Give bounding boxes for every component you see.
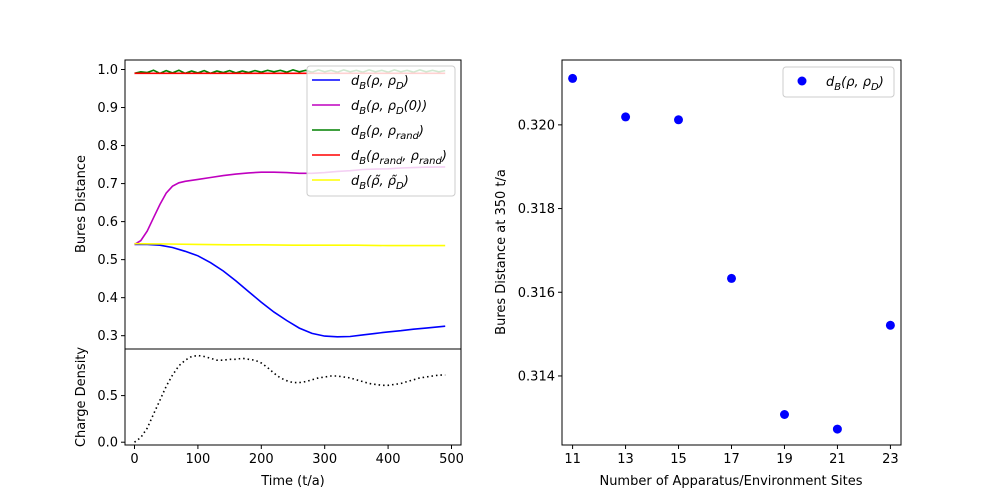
legend-label-dB(rho,rhoD): dB(ρ, ρD) <box>351 74 409 92</box>
y-tick-label: 0.5 <box>97 389 118 404</box>
legend-label-dB(rho,rhoD): dB(ρ, ρD) <box>826 75 884 93</box>
legend-swatch-dB(rho,rhoD) <box>797 76 807 86</box>
x-tick-label: 19 <box>776 452 793 467</box>
y-tick-label: 0.5 <box>97 253 118 268</box>
y-tick-label: 1.0 <box>97 63 118 78</box>
x-tick-label: 0 <box>130 452 138 467</box>
x-tick-label: 200 <box>249 452 274 467</box>
scatter-point <box>780 410 789 419</box>
y-tick-label: 0.314 <box>518 369 555 384</box>
scatter-point <box>568 73 578 83</box>
time-x-label: Time (t/a) <box>260 474 325 489</box>
sites-scatter-frame <box>561 59 902 446</box>
scatter-point <box>885 320 895 330</box>
y-tick-label: 0.318 <box>518 202 555 217</box>
charge-density-x-ticks: 0 100 200 300 400 500 <box>130 445 464 467</box>
sites-scatter-plot-area <box>568 73 895 434</box>
sites-scatter-y-ticks: 0.314 0.316 0.318 0.320 <box>518 118 562 384</box>
x-tick-label: 11 <box>564 452 581 467</box>
legend-box <box>782 66 895 98</box>
y-tick-label: 0.8 <box>97 139 118 154</box>
x-tick-label: 100 <box>185 452 210 467</box>
bures-distance-panel: 0.30.40.50.60.70.80.91.0 Bures Distance … <box>74 59 462 350</box>
scatter-point <box>832 424 842 434</box>
series-line-charge-density <box>134 354 446 443</box>
charge-density-panel: 0.0 0.5 0 100 200 300 400 500 Charge Density T… <box>74 347 464 489</box>
x-tick-label: 300 <box>312 452 337 467</box>
x-tick-label: 13 <box>617 452 634 467</box>
sites-scatter-panel: 0.314 0.316 0.318 0.320 11 13 15 17 19 21 23 Bure… <box>494 59 902 489</box>
charge-density-y-label: Charge Density <box>74 347 89 448</box>
series-line-dB(rhotilde,rhoDtilde) <box>134 242 446 247</box>
bures-distance-legend: dB(ρ, ρD) dB(ρ, ρD(0)) dB(ρ, ρrand) dB(ρran… <box>306 65 456 197</box>
legend-label-dB(rho,rhoD(0)): dB(ρ, ρD(0)) <box>351 99 427 117</box>
y-tick-label: 0.4 <box>97 291 118 306</box>
legend-label-dB(rhotilde,rhoDtilde): dB(ρ̃, ρ̃D) <box>351 174 409 192</box>
y-tick-label: 0.7 <box>97 177 118 192</box>
y-tick-label: 0.9 <box>97 101 118 116</box>
sites-scatter-x-ticks: 11 13 15 17 19 21 23 <box>564 445 899 467</box>
charge-density-y-ticks: 0.0 0.5 <box>97 389 125 451</box>
legend-label-dB(rho,rhorand): dB(ρ, ρrand) <box>351 124 424 142</box>
y-tick-label: 0.6 <box>97 215 118 230</box>
legend-label-dB(rhorand,rhorand): dB(ρrand, ρrand) <box>351 149 447 167</box>
y-tick-label: 0.320 <box>518 118 555 133</box>
sites-scatter-x-label: Number of Apparatus/Environment Sites <box>599 474 862 489</box>
bures-distance-y-ticks: 0.3 0.4 0.5 0.6 0.7 0.8 0.9 1.0 <box>97 63 125 344</box>
y-tick-label: 0.3 <box>97 329 118 344</box>
x-tick-label: 23 <box>882 452 899 467</box>
charge-density-frame <box>124 348 462 446</box>
x-tick-label: 15 <box>670 452 687 467</box>
sites-scatter-y-label: Bures Distance at 350 t/a <box>494 169 509 335</box>
legend-box <box>306 65 456 197</box>
scatter-point <box>727 273 736 283</box>
x-tick-label: 21 <box>829 452 846 467</box>
y-tick-label: 0.316 <box>518 286 555 301</box>
scatter-point <box>674 115 683 125</box>
x-tick-label: 500 <box>439 452 464 467</box>
series-line-dB(rho,rhoD) <box>134 243 446 338</box>
scatter-point <box>621 112 631 122</box>
sites-scatter-legend: dB(ρ, ρD) <box>782 66 895 98</box>
bures-distance-plot-area <box>134 69 446 338</box>
x-tick-label: 17 <box>723 452 740 467</box>
x-tick-label: 400 <box>376 452 401 467</box>
bures-distance-y-label: Bures Distance <box>74 155 89 253</box>
y-tick-label: 0.0 <box>97 436 118 451</box>
charge-density-plot-area <box>134 354 446 443</box>
